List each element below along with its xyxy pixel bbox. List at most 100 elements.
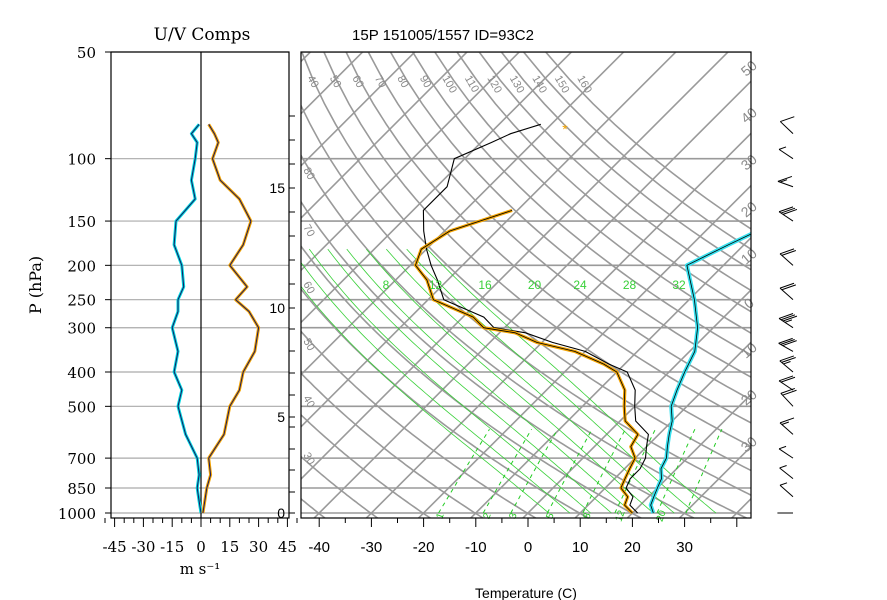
wind-barb: [778, 313, 798, 329]
moist-adiabat: [301, 285, 550, 514]
dry-adiabat-label: 100: [439, 74, 459, 96]
isotherm: [678, 445, 751, 518]
moist-adiabat-label: 24: [573, 278, 587, 292]
dry-adiabat: [478, 52, 751, 292]
dry-adiabat: [301, 103, 751, 497]
uv-series-u-halo: [170, 123, 203, 514]
height-label: 0: [277, 505, 285, 521]
uv-x-axis-label: m s⁻¹: [180, 560, 221, 578]
moist-adiabat-label: 28: [623, 278, 637, 292]
theta-e-label: 60: [300, 280, 317, 297]
wind-barb: [779, 482, 794, 498]
moist-adiabat-label: 20: [528, 278, 542, 292]
height-label: 5: [277, 409, 285, 425]
mixing-ratio-label: 2: [482, 511, 494, 520]
wind-barb: [778, 206, 798, 222]
dry-adiabat: [301, 372, 485, 518]
dry-adiabat-label: 120: [484, 74, 504, 96]
pressure-label: 150: [67, 213, 96, 231]
moist-adiabat-label: 8: [383, 278, 390, 292]
isotherm-label: 30: [738, 151, 760, 173]
theta-e-label: 40: [300, 394, 317, 411]
dry-adiabat: [411, 52, 751, 356]
skewt-title: 15P 151005/1557 ID=93C2: [352, 27, 534, 44]
moist-adiabat-label: 12: [429, 278, 443, 292]
mixing-ratio-line: [510, 428, 559, 514]
wind-barb: [780, 387, 797, 407]
mixing-ratio-line: [582, 428, 626, 514]
mixing-ratio-line: [656, 428, 696, 514]
wind-barb: [778, 375, 796, 391]
dry-adiabat-label: 40: [304, 74, 321, 91]
dry-adiabat: [323, 52, 751, 448]
temperature-tick-label: -10: [465, 539, 487, 556]
isotherm: [301, 52, 625, 376]
dry-adiabat: [301, 497, 327, 518]
isotherm: [301, 52, 730, 481]
wind-barb: [779, 355, 796, 373]
mixing-ratio-label: 1: [435, 511, 447, 520]
uv-gridlines: [111, 51, 289, 518]
mixing-ratio-label: 20: [655, 509, 669, 524]
pressure-label: 200: [67, 257, 96, 275]
isotherm-label: 30: [738, 433, 760, 455]
skewt-annotations: 40 50 60 70 80 90 100 110 120 130 140 150 1605040302…: [300, 57, 760, 523]
temperature-tick-label: 30: [676, 539, 693, 556]
pressure-label: 1000: [58, 505, 96, 523]
skewt-background: [301, 18, 887, 521]
dry-adiabat: [301, 287, 590, 518]
dry-adiabat-label: 160: [574, 74, 594, 96]
dry-adiabat-label: 60: [349, 74, 366, 91]
mixing-ratio-line: [546, 428, 593, 514]
dewpoint-profile: [415, 210, 639, 514]
skewt-frame: [300, 51, 752, 519]
temperature-axis-label: Temperature (C): [475, 585, 577, 600]
mixing-ratio-label: 5: [545, 511, 557, 520]
temperature-tick-label: 10: [572, 539, 589, 556]
dry-adiabat-label: 50: [327, 74, 344, 91]
pressure-label: 700: [67, 450, 96, 468]
wind-barb: [779, 116, 795, 135]
dry-adiabat: [522, 52, 751, 251]
theta-e-label: 80: [300, 166, 317, 183]
temperature-tick-label: -40: [308, 539, 330, 556]
temperature-ticks: -40 -30 -20 -10 0 10 20 30: [308, 518, 738, 556]
uv-x-tick-label: -15: [160, 538, 184, 556]
wind-barb: [779, 248, 797, 266]
isotherm: [301, 52, 469, 220]
wind-barb: [777, 175, 794, 188]
height-label: 15: [269, 180, 285, 196]
isotherm: [301, 52, 677, 428]
isotherm: [574, 341, 751, 518]
isobars: [301, 52, 751, 514]
wind-barb: [778, 337, 797, 352]
uv-panel-title: U/V Comps: [154, 25, 251, 45]
isotherm: [301, 52, 573, 324]
moist-adiabats: [301, 248, 717, 514]
temperature-tick-label: 0: [524, 539, 532, 556]
moist-adiabat: [301, 261, 571, 514]
dry-adiabat-label: 110: [462, 74, 481, 95]
uv-frame: [110, 51, 290, 519]
mixing-ratio-label: 12: [614, 509, 628, 524]
dry-adiabat: [433, 52, 751, 335]
height-labels: 0 5 10 15: [269, 115, 295, 521]
uv-x-tick-label: 15: [220, 538, 239, 556]
isotherm: [365, 132, 751, 518]
temperature-tick-label: -20: [413, 539, 435, 556]
pressure-label: 100: [67, 151, 96, 169]
temperature-tick-label: -30: [361, 539, 383, 556]
wind-barbs: [777, 116, 798, 514]
uv-series-v-line: [202, 124, 260, 514]
dry-adiabat-label: 90: [417, 74, 434, 91]
isotherm: [781, 18, 887, 521]
isotherm: [301, 52, 364, 115]
isotherm-label: 50: [738, 57, 760, 79]
pressure-label: 300: [67, 320, 96, 338]
uv-x-tick-label: -45: [103, 538, 127, 556]
moist-adiabat-label: 16: [478, 278, 492, 292]
theta-e-label: 30: [300, 451, 317, 468]
isotherm: [301, 52, 416, 167]
isotherm: [313, 80, 751, 518]
